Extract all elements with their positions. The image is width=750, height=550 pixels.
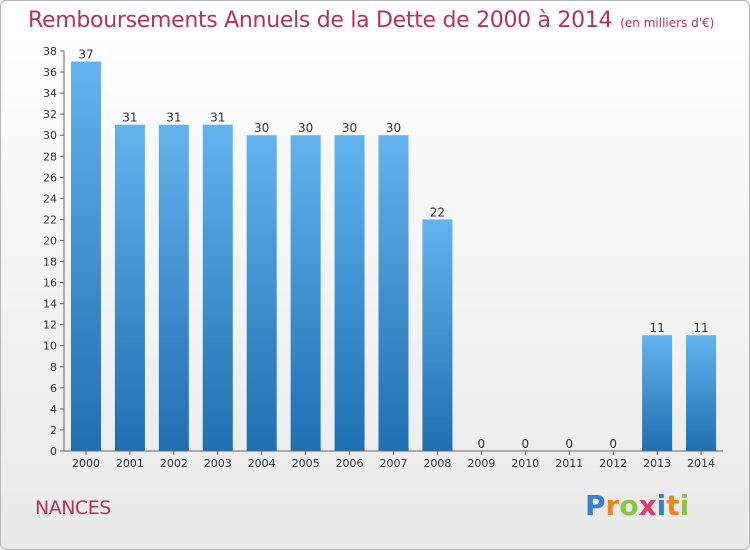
proxiti-logo: Proxiti — [585, 489, 689, 522]
y-tick-label: 34 — [43, 87, 57, 100]
x-tick-label: 2000 — [72, 457, 100, 470]
y-tick-label: 26 — [43, 171, 57, 184]
bar-2007 — [378, 135, 409, 452]
logo-letter: i — [679, 489, 690, 522]
bar-2005 — [290, 135, 321, 452]
chart-subtitle: (en milliers d'€) — [620, 16, 715, 30]
data-label-2005: 30 — [298, 121, 313, 135]
data-label-2008: 22 — [430, 205, 445, 219]
x-tick-label: 2007 — [380, 457, 408, 470]
data-label-2006: 30 — [342, 121, 357, 135]
data-label-2000: 37 — [78, 48, 93, 62]
y-tick-label: 24 — [43, 192, 57, 205]
bars: 37 31 31 31 30 30 30 30 22 0 0 0 0 11 11 — [70, 48, 717, 452]
x-tick-label: 2012 — [599, 457, 627, 470]
y-tick-label: 12 — [43, 319, 57, 332]
x-tick-label: 2010 — [511, 457, 539, 470]
bar-2013 — [642, 335, 673, 451]
x-tick-label: 2011 — [555, 457, 583, 470]
y-tick-label: 22 — [43, 213, 57, 226]
y-tick-label: 30 — [43, 129, 57, 142]
y-tick-label: 18 — [43, 256, 57, 269]
y-tick-label: 8 — [50, 361, 57, 374]
logo-letter: t — [666, 489, 680, 522]
bar-2014 — [686, 335, 717, 451]
bar-2001 — [114, 124, 145, 452]
commune-name: NANCES — [35, 497, 111, 519]
bar-2004 — [246, 135, 277, 452]
bar-2003 — [202, 124, 233, 452]
data-label-2002: 31 — [166, 111, 181, 125]
y-tick-label: 0 — [50, 445, 57, 458]
data-label-2003: 31 — [210, 111, 225, 125]
data-label-2014: 11 — [693, 321, 708, 335]
y-tick-label: 10 — [43, 340, 57, 353]
logo-letter: o — [619, 489, 639, 522]
data-label-2010: 0 — [521, 437, 529, 451]
x-tick-label: 2014 — [687, 457, 715, 470]
chart-title: Remboursements Annuels de la Dette de 20… — [28, 8, 714, 33]
y-tick-label: 38 — [43, 45, 57, 58]
x-tick-label: 2005 — [292, 457, 320, 470]
y-tick-label: 14 — [43, 298, 57, 311]
data-label-2013: 11 — [649, 321, 664, 335]
data-label-2004: 30 — [254, 121, 269, 135]
y-tick-label: 32 — [43, 108, 57, 121]
logo-letter: r — [605, 489, 620, 522]
data-label-2009: 0 — [478, 437, 486, 451]
data-label-2012: 0 — [609, 437, 617, 451]
bar-2008 — [422, 219, 453, 451]
bar-2002 — [158, 124, 189, 452]
y-tick-label: 6 — [50, 382, 57, 395]
x-axis: 2000 2001 2002 2003 2004 2005 2006 2007 2008 2009… — [64, 450, 723, 470]
y-tick-label: 36 — [43, 66, 57, 79]
bar-2000 — [70, 61, 101, 452]
y-tick-label: 16 — [43, 277, 57, 290]
y-tick-label: 2 — [50, 424, 57, 437]
x-tick-label: 2006 — [336, 457, 364, 470]
data-label-2007: 30 — [386, 121, 401, 135]
logo-letter: P — [585, 489, 606, 522]
y-tick-label: 20 — [43, 234, 57, 247]
logo-letter: i — [656, 489, 667, 522]
bar-2006 — [334, 135, 365, 452]
y-tick-label: 28 — [43, 150, 57, 163]
x-tick-label: 2008 — [423, 457, 451, 470]
x-tick-label: 2003 — [204, 457, 232, 470]
x-tick-label: 2001 — [116, 457, 144, 470]
data-label-2011: 0 — [565, 437, 573, 451]
data-label-2001: 31 — [122, 111, 137, 125]
y-tick-label: 4 — [50, 403, 57, 416]
logo-letter: x — [638, 489, 657, 522]
x-tick-label: 2009 — [467, 457, 495, 470]
x-tick-label: 2004 — [248, 457, 276, 470]
x-tick-label: 2013 — [643, 457, 671, 470]
x-tick-label: 2002 — [160, 457, 188, 470]
title-text: Remboursements Annuels de la Dette de 20… — [28, 8, 613, 33]
